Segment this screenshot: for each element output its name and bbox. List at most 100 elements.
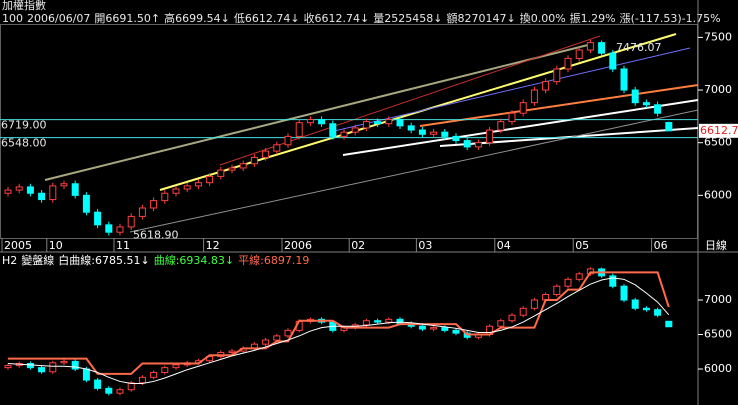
lower-header-item: 變盤線 xyxy=(21,253,54,267)
candle-body xyxy=(161,192,169,202)
h-line-label: 6719.00 xyxy=(1,119,47,132)
candle-body xyxy=(430,131,438,135)
candle-body xyxy=(452,135,460,142)
info-item: 2006/06/07 xyxy=(27,12,90,25)
candle-body xyxy=(262,339,270,345)
x-tick-label: 2005 xyxy=(4,239,32,252)
candle-body xyxy=(620,68,628,91)
info-item: 低6612.74↓ xyxy=(234,12,300,25)
candle-body xyxy=(418,325,426,330)
info-item: 換0.00% xyxy=(520,12,566,25)
candle-body xyxy=(116,226,124,233)
candle-body xyxy=(452,329,460,334)
x-tick-label: 12 xyxy=(206,239,220,252)
y-tick-label: 6500 xyxy=(704,136,732,149)
x-tick-label: 10 xyxy=(49,239,63,252)
candle-body xyxy=(418,129,426,135)
candle-body xyxy=(4,365,12,369)
candle-body xyxy=(127,382,135,391)
candle-body xyxy=(575,49,583,59)
low-label: 5618.90 xyxy=(133,228,179,241)
x-tick-label: 03 xyxy=(418,239,432,252)
candle-body xyxy=(430,327,438,330)
candle-body xyxy=(396,318,404,324)
candle-body xyxy=(60,360,68,364)
candle-body xyxy=(4,189,12,194)
candle-body xyxy=(654,104,662,114)
y-tick-label: 7000 xyxy=(704,293,732,306)
candle-body xyxy=(26,186,34,194)
candle-body xyxy=(385,119,393,125)
info-text: 100 2006/06/07 開6691.50↑ 高6699.54↓ 低6612.74↓… xyxy=(2,11,721,25)
trend-line xyxy=(44,43,593,181)
candle-body xyxy=(463,140,471,148)
candle-body xyxy=(665,122,673,132)
x-tick-label: 2006 xyxy=(284,239,312,252)
candle-body xyxy=(49,362,57,373)
candle-body xyxy=(340,131,348,137)
info-item: 100 xyxy=(2,12,23,25)
info-item: 開6691.50↑ xyxy=(94,12,160,25)
candle-body xyxy=(486,129,494,144)
candle-body xyxy=(82,194,90,213)
candle-body xyxy=(385,318,393,323)
candle-body xyxy=(508,314,516,322)
candle-body xyxy=(351,127,359,133)
candle-body xyxy=(150,371,158,378)
candle-body xyxy=(172,188,180,194)
candle-body xyxy=(642,102,650,106)
candle-body xyxy=(26,362,34,369)
candle-body xyxy=(138,207,146,217)
candle-body xyxy=(598,42,606,54)
lower-header-item: 曲線:6934.83↓ xyxy=(154,253,234,267)
lower-header-item: 平線:6897.19 xyxy=(238,253,309,267)
candle-body xyxy=(273,335,281,341)
y-tick-label: 6000 xyxy=(704,362,732,375)
trend-line xyxy=(219,35,601,166)
candle-body xyxy=(94,211,102,226)
candle-body xyxy=(519,102,527,114)
y-tick-label: 7500 xyxy=(704,30,732,43)
candle-body xyxy=(586,42,594,51)
candle-body xyxy=(575,273,583,280)
candle-body xyxy=(441,327,449,331)
candle-body xyxy=(553,285,561,295)
candle-body xyxy=(116,389,124,394)
lower-header-text: H2 變盤線 白曲線:6785.51↓ 曲線:6934.83↓ 平線:6897.19 xyxy=(2,253,309,267)
candle-body xyxy=(497,121,505,131)
candle-body xyxy=(284,329,292,337)
candle-body xyxy=(228,350,236,353)
candle-body xyxy=(374,320,382,323)
high-label: 7476.07 xyxy=(616,41,662,54)
candle-body xyxy=(60,183,68,187)
candle-body xyxy=(217,169,225,177)
trend-line xyxy=(329,47,691,133)
candle-body xyxy=(250,156,258,165)
x-tick-label: 06 xyxy=(654,239,668,252)
candle-body xyxy=(284,135,292,146)
candle-body xyxy=(94,379,102,389)
candle-body xyxy=(362,121,370,129)
x-tick-label: 04 xyxy=(497,239,511,252)
candle-body xyxy=(49,185,57,201)
candle-body xyxy=(82,368,90,381)
candle-body xyxy=(441,131,449,137)
candle-body xyxy=(553,68,561,83)
x-tick-label: 05 xyxy=(575,239,589,252)
candle-body xyxy=(474,142,482,148)
candle-body xyxy=(150,200,158,209)
candle-body xyxy=(15,186,23,191)
candle-body xyxy=(642,307,650,311)
chart-title: 加權指數 xyxy=(2,0,46,12)
info-item: 量2525458↓ xyxy=(373,12,442,25)
candle-body xyxy=(105,387,113,394)
candle-body xyxy=(620,285,628,301)
info-item: 額8270147↓ xyxy=(447,12,516,25)
candle-body xyxy=(609,52,617,70)
candle-body xyxy=(374,121,382,125)
x-tick-label: 02 xyxy=(351,239,365,252)
last-price-box xyxy=(699,123,738,138)
candle-body xyxy=(530,299,538,309)
candle-body xyxy=(665,320,673,328)
